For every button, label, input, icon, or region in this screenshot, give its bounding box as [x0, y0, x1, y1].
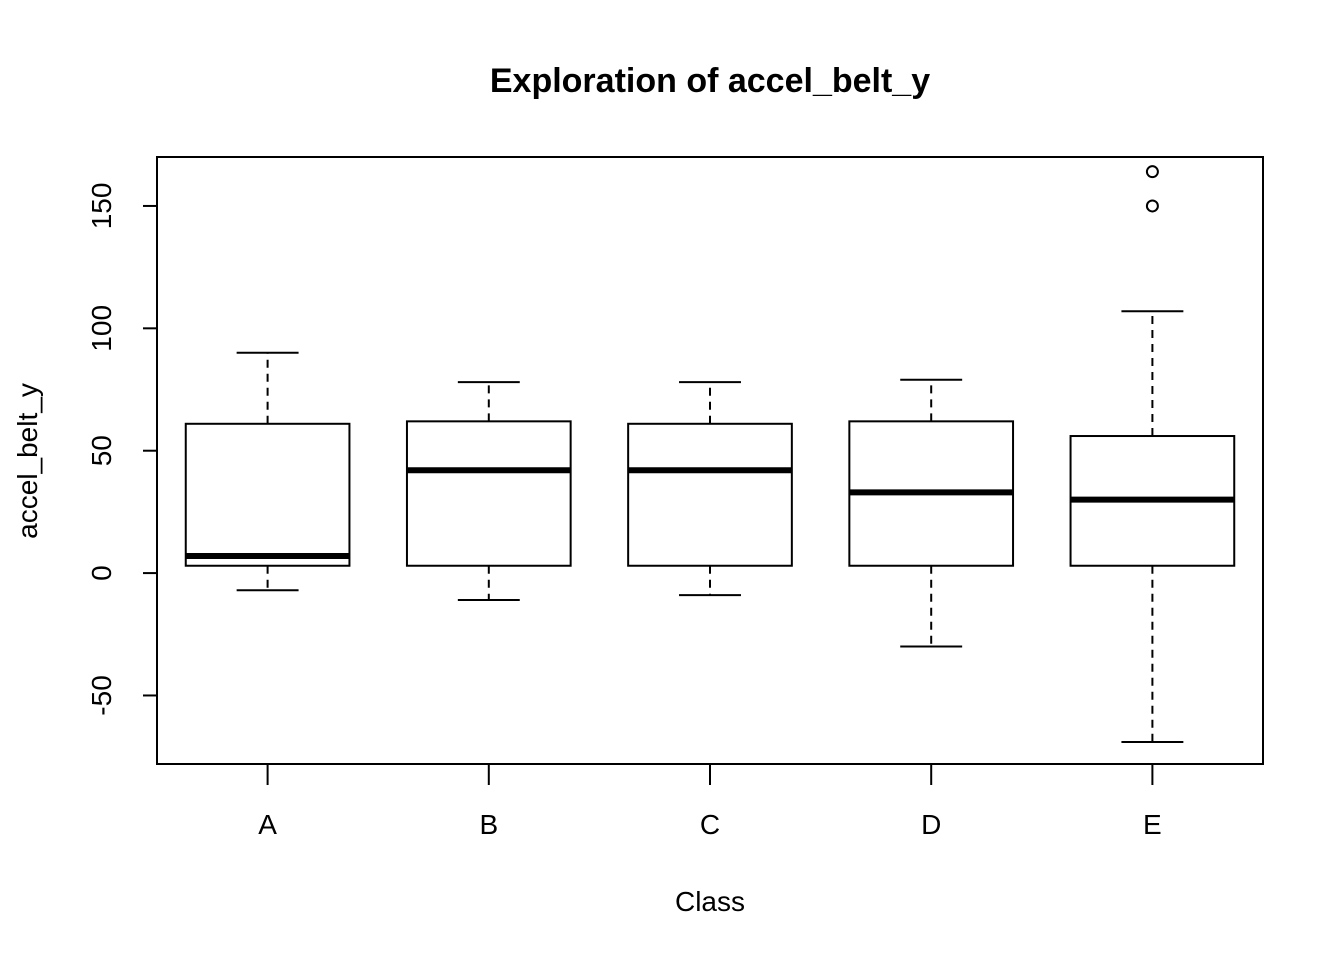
box-C [627, 381, 793, 597]
box-B [405, 381, 572, 602]
outlier-point [1145, 199, 1159, 213]
box-series [184, 165, 1236, 743]
y-tick-label: 0 [86, 565, 117, 581]
chart-title: Exploration of accel_belt_y [490, 62, 930, 100]
x-axis-label: Class [675, 886, 745, 917]
y-axis-label: accel_belt_y [12, 383, 43, 539]
outlier-point [1145, 165, 1159, 179]
x-axis: A B C D E [258, 764, 1162, 840]
box-iqr [405, 420, 572, 567]
box-iqr [184, 422, 351, 567]
y-tick-label: 100 [86, 305, 117, 352]
y-tick-label: 150 [86, 183, 117, 230]
box-A [184, 351, 351, 592]
x-tick-label: D [921, 809, 941, 840]
box-E [1069, 165, 1236, 743]
x-tick-label: B [479, 809, 498, 840]
box-iqr [627, 422, 793, 567]
y-tick-label: 50 [86, 435, 117, 466]
x-tick-label: E [1143, 809, 1162, 840]
x-tick-label: A [258, 809, 277, 840]
box-D [848, 378, 1015, 648]
x-tick-label: C [700, 809, 720, 840]
y-tick-label: -50 [86, 675, 117, 715]
y-axis: -50 0 50 100 150 [86, 183, 158, 716]
